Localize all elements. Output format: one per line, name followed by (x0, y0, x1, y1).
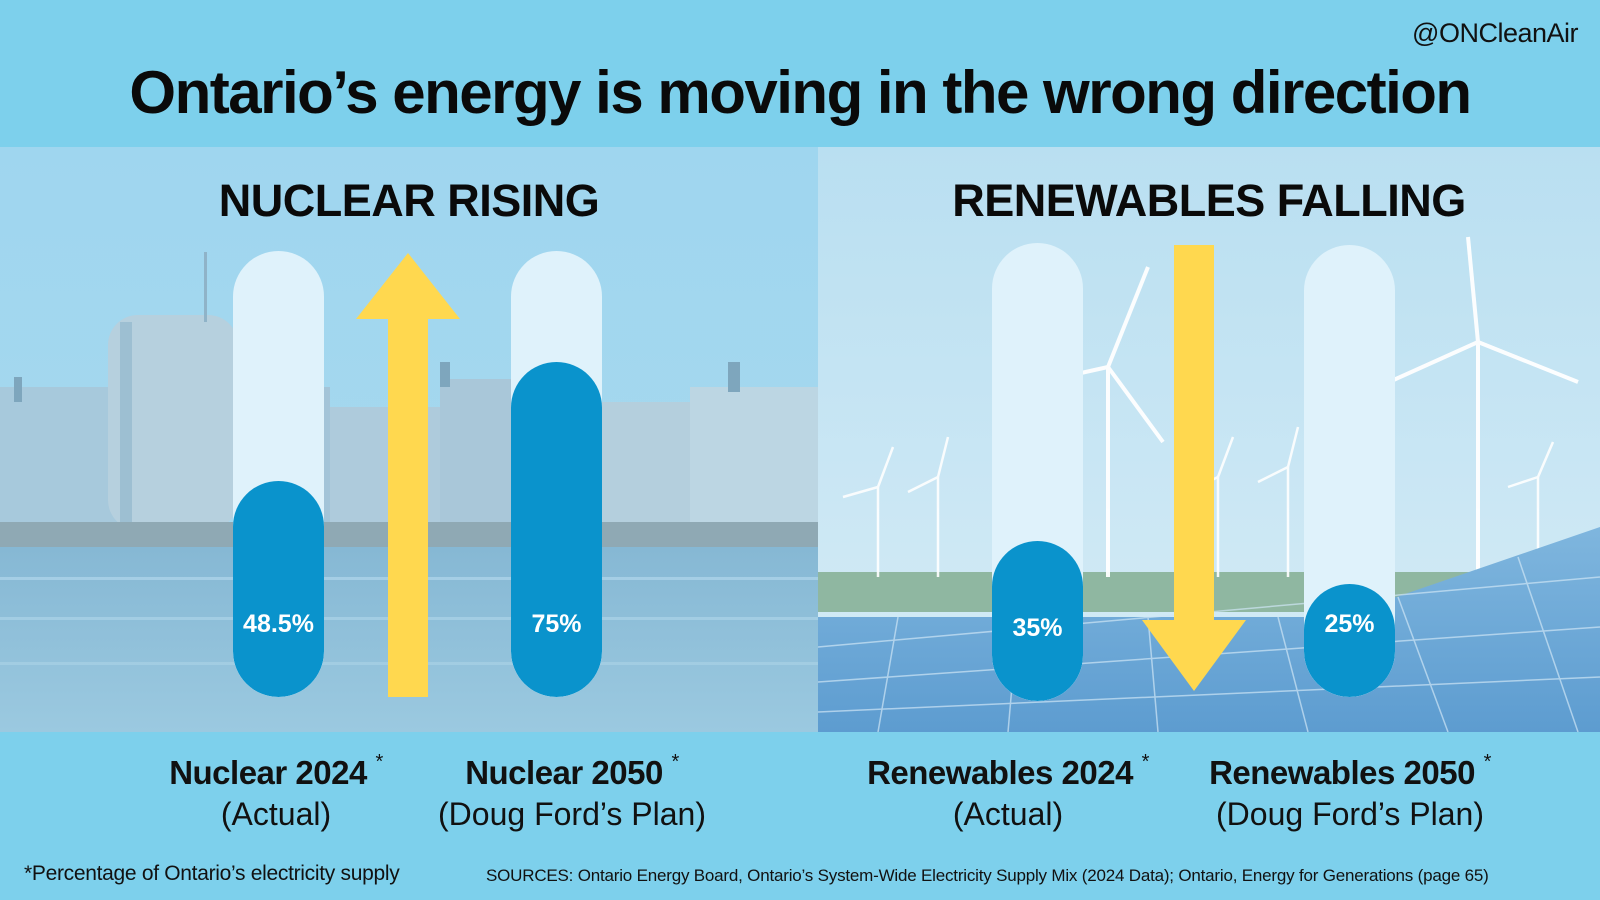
nuclear-2024-value: 48.5% (243, 610, 314, 638)
footnote: *Percentage of Ontario’s electricity sup… (24, 862, 400, 885)
renewables-2050-bar: 25% (1304, 245, 1395, 697)
nuclear-2050-value: 75% (531, 610, 582, 638)
down-arrow-icon (1142, 245, 1246, 691)
nuclear-2050-label: Nuclear 2050 * (Doug Ford’s Plan) (412, 751, 732, 833)
nuclear-2024-label: Nuclear 2024 * (Actual) (116, 751, 436, 833)
headline: Ontario’s energy is moving in the wrong … (129, 59, 1472, 126)
renewables-2050-label: Renewables 2050 * (Doug Ford’s Plan) (1190, 751, 1510, 833)
renewables-2050-fill (1304, 584, 1395, 697)
renewables-2024-subtitle: (Actual) (952, 796, 1064, 832)
renewables-2024-value: 35% (1012, 614, 1063, 642)
social-handle: @ONCleanAir (1412, 18, 1578, 48)
renewables-2050-value: 25% (1324, 610, 1375, 638)
nuclear-2024-fill (233, 481, 324, 697)
renewables-2024-name: Renewables 2024 * (867, 751, 1149, 791)
nuclear-panel: NUCLEAR RISING 48.5% 75% (0, 147, 818, 732)
nuclear-2050-subtitle: (Doug Ford’s Plan) (438, 796, 706, 832)
nuclear-2024-subtitle: (Actual) (220, 796, 332, 832)
nuclear-2050-fill (511, 362, 602, 697)
renewables-2024-bar: 35% (992, 243, 1083, 701)
nuclear-2024-bar: 48.5% (233, 251, 324, 697)
nuclear-2024-name: Nuclear 2024 * (169, 751, 383, 791)
nuclear-2050-bar: 75% (511, 251, 602, 697)
sources: SOURCES: Ontario Energy Board, Ontario’s… (486, 866, 1489, 885)
renewables-2024-fill (992, 541, 1083, 701)
renewables-2024-label: Renewables 2024 * (Actual) (848, 751, 1168, 833)
nuclear-panel-title: NUCLEAR RISING (218, 175, 600, 226)
up-arrow-icon (356, 253, 460, 697)
renewables-panel-title: RENEWABLES FALLING (952, 175, 1466, 226)
nuclear-2050-name: Nuclear 2050 * (465, 751, 679, 791)
renewables-2050-subtitle: (Doug Ford’s Plan) (1216, 796, 1484, 832)
renewables-panel: RENEWABLES FALLING 35% 25% (818, 147, 1600, 732)
renewables-2050-name: Renewables 2050 * (1209, 751, 1491, 791)
